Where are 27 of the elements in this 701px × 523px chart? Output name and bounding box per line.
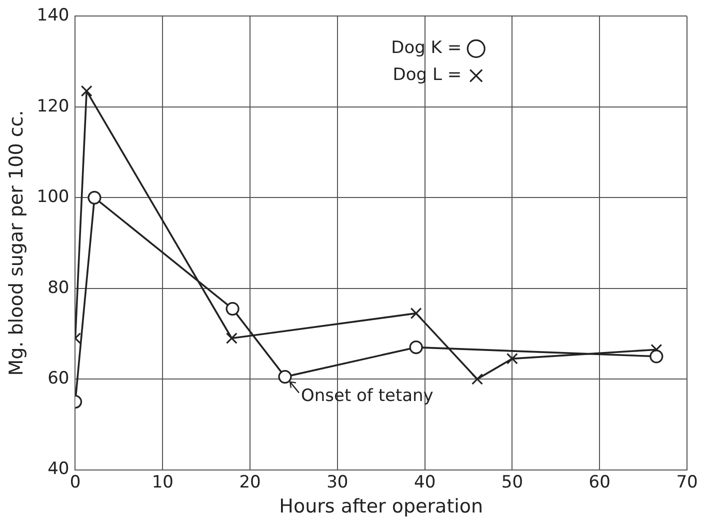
x-tick-label: 30 [326, 472, 348, 492]
y-tick-label: 120 [36, 96, 70, 116]
point [278, 370, 292, 384]
x-tick-label: 0 [70, 472, 81, 492]
y-tick-label: 80 [48, 278, 70, 298]
point [226, 302, 240, 316]
y-axis-title: Mg. blood sugar per 100 cc. [5, 110, 28, 376]
point [410, 308, 422, 320]
y-tick-label: 40 [48, 459, 70, 480]
point [226, 332, 238, 344]
legend-label: Dog K = [391, 38, 462, 58]
x-tick-label: 10 [152, 472, 174, 492]
y-tick-label: 140 [36, 6, 70, 26]
x-tick-label: 50 [501, 472, 524, 492]
point [409, 340, 423, 354]
x-tick-label: 40 [414, 472, 436, 492]
y-tick-label: 60 [48, 368, 70, 388]
x-tick-label: 60 [588, 472, 610, 492]
x-axis-title: Hours after operation [279, 496, 484, 518]
y-tick-label: 100 [36, 187, 70, 208]
point [472, 373, 484, 385]
x-tick-label: 20 [239, 472, 261, 492]
point [80, 85, 92, 97]
point [88, 190, 102, 204]
point [650, 350, 664, 364]
x-tick-label: 70 [676, 472, 698, 492]
point [506, 352, 518, 364]
